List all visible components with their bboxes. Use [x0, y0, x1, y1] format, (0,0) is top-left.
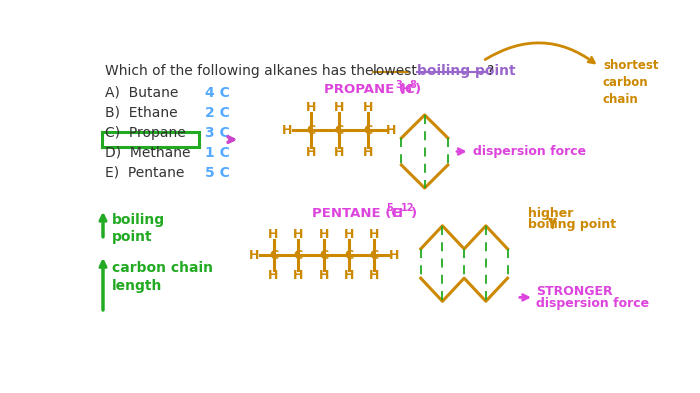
Text: H: H	[369, 228, 379, 241]
Text: higher: higher	[528, 208, 573, 220]
Text: D)  Methane: D) Methane	[104, 146, 190, 160]
Text: 3 C: 3 C	[205, 126, 230, 140]
Bar	[102, 132, 199, 147]
Text: B)  Ethane: B) Ethane	[104, 106, 177, 120]
Text: H: H	[318, 269, 329, 282]
Text: H: H	[363, 146, 373, 159]
Text: 8: 8	[409, 79, 416, 90]
Text: boiling point: boiling point	[417, 64, 515, 78]
Text: STRONGER: STRONGER	[536, 285, 613, 298]
Text: H: H	[386, 124, 396, 137]
Text: E)  Pentane: E) Pentane	[104, 166, 184, 180]
Text: H: H	[334, 101, 344, 114]
Text: H: H	[318, 228, 329, 241]
Text: H: H	[363, 101, 373, 114]
Text: 2 C: 2 C	[205, 106, 230, 120]
Text: H: H	[293, 269, 304, 282]
Text: 5 C: 5 C	[205, 166, 230, 180]
Text: 4 C: 4 C	[205, 86, 230, 100]
Text: 1 C: 1 C	[205, 146, 230, 160]
Text: dispersion force: dispersion force	[473, 145, 586, 158]
Text: H: H	[344, 269, 354, 282]
Text: H: H	[305, 146, 316, 159]
Text: H: H	[249, 248, 259, 262]
Text: shortest
carbon
chain: shortest carbon chain	[603, 59, 659, 107]
Text: H: H	[268, 228, 279, 241]
Text: 12: 12	[400, 204, 414, 213]
Text: 5: 5	[386, 204, 393, 213]
Text: H: H	[400, 83, 412, 96]
Text: H: H	[391, 208, 402, 220]
Text: C)  Propane: C) Propane	[104, 126, 186, 140]
Text: PENTANE (C: PENTANE (C	[312, 208, 401, 220]
Text: H: H	[334, 146, 344, 159]
Text: carbon chain
length: carbon chain length	[112, 261, 214, 292]
Text: ): )	[414, 83, 421, 96]
Text: C: C	[306, 124, 315, 137]
Text: boiling point: boiling point	[528, 218, 616, 231]
Text: H: H	[268, 269, 279, 282]
Text: boiling
point: boiling point	[112, 213, 165, 244]
Text: H: H	[282, 124, 293, 137]
Text: 3: 3	[395, 79, 402, 90]
Text: C: C	[269, 248, 278, 262]
Text: H: H	[369, 269, 379, 282]
Text: H: H	[305, 101, 316, 114]
Text: H: H	[344, 228, 354, 241]
Text: H: H	[293, 228, 304, 241]
Text: ?: ?	[487, 64, 495, 78]
Text: C: C	[344, 248, 354, 262]
Text: C: C	[370, 248, 379, 262]
Text: PROPANE (C: PROPANE (C	[324, 83, 414, 96]
Text: C: C	[363, 124, 372, 137]
Text: C: C	[335, 124, 344, 137]
Text: C: C	[319, 248, 328, 262]
Text: dispersion force: dispersion force	[536, 297, 650, 310]
Text: C: C	[294, 248, 303, 262]
Text: A)  Butane: A) Butane	[104, 86, 178, 100]
Text: lowest: lowest	[372, 64, 418, 78]
Text: Which of the following alkanes has the: Which of the following alkanes has the	[104, 64, 377, 78]
Text: ): )	[411, 208, 416, 220]
Text: H: H	[389, 248, 399, 262]
